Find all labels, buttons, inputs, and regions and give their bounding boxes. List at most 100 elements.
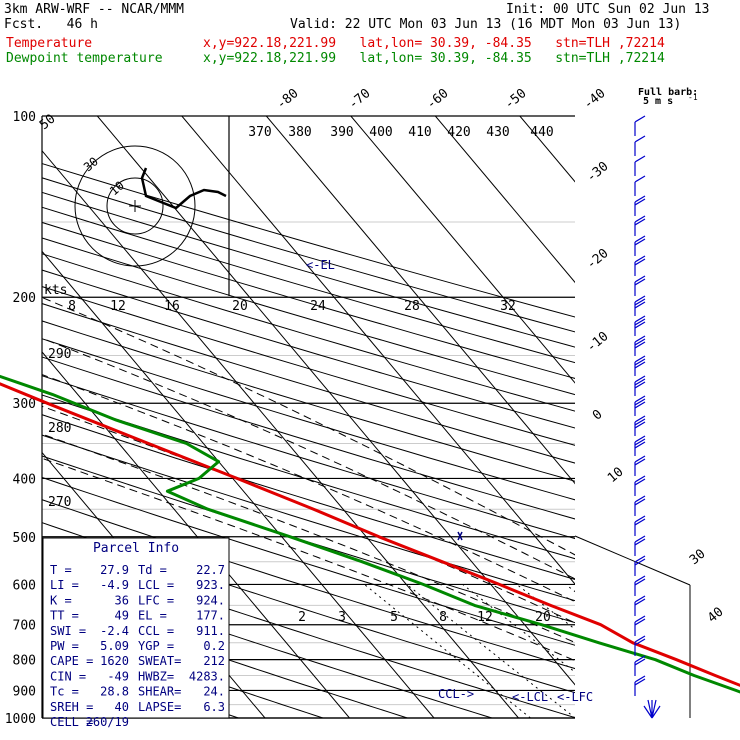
parcel-value: 0.2	[203, 639, 225, 653]
parcel-label: YGP =	[138, 639, 174, 653]
parcel-label: SWI =	[50, 624, 86, 638]
wind-barb-flag	[634, 398, 646, 406]
parcel-label: SREH =	[50, 700, 93, 714]
dry-adiabat-label: 280	[48, 421, 71, 436]
parcel-value: 36	[115, 593, 129, 607]
mixing-ratio-label: 12	[477, 610, 493, 625]
wind-barb-flag	[634, 515, 646, 523]
moist-adiabat-line	[42, 337, 575, 580]
parcel-label: HWBZ=	[138, 669, 174, 683]
wind-barb-flag	[634, 315, 646, 323]
wind-barb-flag	[634, 301, 646, 309]
theta-e-label: 420	[447, 125, 470, 140]
dry-adiabat-line	[42, 595, 408, 718]
wind-barb-flag	[634, 635, 646, 643]
wind-barb-flag	[634, 455, 646, 463]
parcel-label: EL =	[138, 609, 167, 623]
wind-barb-flag	[634, 441, 646, 449]
wind-barb-flag	[634, 218, 646, 226]
parcel-label: T =	[50, 563, 72, 577]
moist-adiabat-line	[42, 296, 575, 556]
wind-barb-flag	[634, 555, 646, 563]
parcel-label: LI =	[50, 578, 79, 592]
wind-barb-flag	[634, 535, 646, 543]
dry-adiabat-line	[42, 570, 493, 718]
pressure-label: 400	[13, 472, 36, 487]
wind-barb-flag	[634, 538, 646, 546]
wind-barb-flag	[634, 295, 646, 303]
wind-barb-flag	[634, 175, 646, 183]
theta-e-label: 390	[330, 125, 353, 140]
wind-barb-surface	[643, 699, 661, 719]
mixing-ratio-line	[364, 584, 531, 718]
moist-adiabat-line	[42, 433, 575, 644]
isotherm-label: 30	[687, 547, 709, 569]
isotherm-line	[434, 116, 575, 284]
wind-barb-flag	[634, 155, 646, 163]
parcel-value: 28.8	[100, 685, 129, 699]
parcel-value: 4283.	[189, 669, 225, 683]
dewpoint-location: x,y=922.18,221.99 lat,lon= 30.39, -84.35…	[203, 51, 665, 66]
parcel-value: 6.3	[203, 700, 225, 714]
wind-barb-flag	[634, 395, 646, 403]
wind-barb-flag	[634, 675, 646, 683]
isotherm-ext-line	[574, 535, 691, 586]
parcel-value: 260/19	[86, 715, 129, 729]
mixing-ratio-line	[630, 584, 740, 718]
pressure-label: 800	[13, 654, 36, 669]
parcel-value: 911.	[196, 624, 225, 638]
sounding-annotation: CCL->	[438, 687, 474, 701]
hodograph-axis-label: 32	[500, 299, 516, 314]
isotherm-label: -60	[424, 86, 452, 113]
wind-barb-flag	[634, 578, 646, 586]
isotherm-line	[42, 250, 435, 718]
wind-barb-flag	[634, 418, 646, 426]
hodograph-trace	[140, 167, 227, 210]
parcel-value: 40	[115, 700, 129, 714]
parcel-label: Td =	[138, 563, 167, 577]
wind-barb-flag	[634, 258, 646, 266]
wind-barb-flag	[634, 235, 646, 243]
mixing-ratio-label: 8	[439, 610, 447, 625]
wind-barb-flag	[634, 435, 646, 443]
wind-barb-flag	[634, 255, 646, 263]
wind-barb-flag	[634, 358, 646, 366]
dewpoint-legend: Dewpoint temperature	[6, 51, 163, 66]
wind-barb-flag	[634, 278, 646, 286]
hodograph-ring	[74, 145, 196, 267]
isotherm-label: 0	[590, 407, 606, 424]
dry-adiabat-line	[42, 414, 575, 580]
wind-barb-flag	[634, 361, 646, 369]
parcel-label: CELL =	[50, 715, 93, 729]
model-title: 3km ARW-WRF -- NCAR/MMM	[4, 2, 185, 17]
wind-barb-flag	[634, 678, 646, 686]
dewpoint-line	[0, 374, 740, 694]
sounding-annotations: <-EL CCL-> <-LCL <-LFC	[306, 258, 593, 704]
parcel-label: LCL =	[138, 578, 174, 592]
dry-adiabat-label: 270	[48, 495, 71, 510]
isotherm-line	[42, 149, 519, 718]
dry-adiabat-label: 50	[37, 112, 59, 134]
wind-barb-flag	[634, 575, 646, 583]
isotherm-label: -10	[584, 329, 612, 356]
pressure-label: 200	[13, 291, 36, 306]
wind-barb-flag	[634, 375, 646, 383]
wind-barb-flag	[634, 198, 646, 206]
parcel-value: 5.09	[100, 639, 129, 653]
wind-barb-flag	[634, 115, 646, 123]
wind-barb-flag	[634, 415, 646, 423]
wind-barb-flag	[634, 195, 646, 203]
dry-adiabat-line	[42, 221, 575, 379]
hodograph-ring	[106, 177, 164, 235]
moist-adiabat-line	[42, 405, 575, 624]
mixing-ratio-label: 5	[390, 610, 398, 625]
pressure-label: 100	[13, 110, 36, 125]
isotherm-label: -40	[581, 86, 609, 113]
wind-barb-flag	[634, 401, 646, 409]
parcel-value: 24.	[203, 685, 225, 699]
dry-adiabat-line	[42, 303, 575, 464]
parcel-value: 49	[115, 609, 129, 623]
sounding-annotation: <-EL	[306, 258, 335, 272]
